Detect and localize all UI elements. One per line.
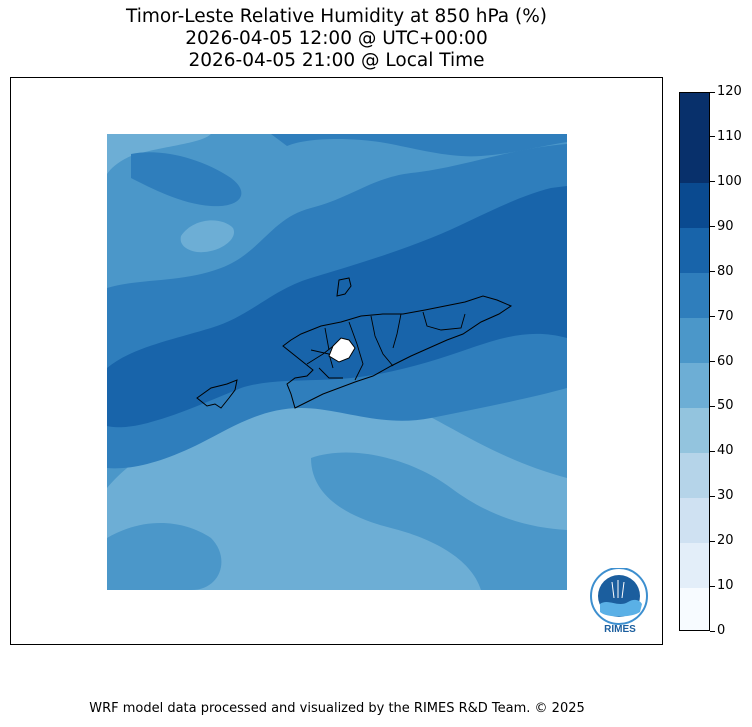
colorbar-segment [680,407,709,453]
colorbar-tick [710,91,715,93]
colorbar [679,92,710,631]
colorbar-tick-label: 70 [717,308,734,324]
colorbar-tick-label: 30 [717,488,734,504]
atauro-island [336,277,352,297]
colorbar-tick [710,585,715,587]
colorbar-tick-label: 40 [717,443,734,459]
colorbar-tick [710,361,715,362]
colorbar-tick-label: 60 [717,353,734,369]
field-band-60-70-southwest [107,523,222,590]
title-line-3: 2026-04-05 21:00 @ Local Time [188,50,485,71]
colorbar-tick-label: 10 [717,578,734,594]
colorbar-tick-label: 100 [717,173,742,189]
colorbar-segment [680,137,709,184]
title-line-2: 2026-04-05 12:00 @ UTC+00:00 [185,28,488,49]
map-panel[interactable] [10,77,663,645]
colorbar-tick-label: 0 [717,623,726,638]
colorbar-segment [680,497,709,543]
credit-footer: WRF model data processed and visualized … [89,701,585,716]
colorbar-tick [710,630,715,632]
colorbar-tick [710,271,715,273]
title-line-1: Timor-Leste Relative Humidity at 850 hPa… [125,6,548,27]
colorbar-segment [680,317,709,364]
logo-text: RIMES [604,624,636,635]
colorbar-tick [710,226,715,228]
colorbar-segment [680,93,709,139]
colorbar-tick-label: 20 [717,533,734,549]
colorbar-tick [710,181,715,183]
colorbar-segment [680,182,709,229]
colorbar-segment [680,362,709,409]
colorbar-segment [680,542,709,588]
field-band-80-90-north [271,134,567,157]
colorbar-segment [680,272,709,319]
colorbar-tick-label: 50 [717,398,734,414]
colorbar-tick [710,450,715,452]
oecusse-enclave [196,379,238,409]
colorbar-tick [710,405,715,407]
country-boundaries [196,277,513,409]
colorbar-tick [710,495,715,497]
colorbar-segment [680,452,709,498]
colorbar-tick [710,136,715,138]
colorbar-tick-label: 90 [717,218,734,234]
map-title: Timor-Leste Relative Humidity at 850 hPa… [10,6,663,72]
colorbar-tick [710,540,715,542]
humidity-field [107,134,567,590]
colorbar-segment [680,227,709,274]
timor-leste-mainland [282,295,513,409]
district-boundaries [306,311,466,381]
colorbar-tick-label: 110 [717,128,742,144]
field-band-60-70-north [107,134,211,174]
colorbar-segment [680,587,709,630]
field-band-60-70-island [180,220,235,253]
dili-area [328,337,356,363]
colorbar-tick-label: 80 [717,263,734,279]
rimes-logo: RIMES [590,568,648,635]
colorbar-tick [710,316,715,318]
field-band-90-100 [107,186,567,428]
field-band-70-80-south [311,452,567,590]
colorbar-tick-label: 120 [717,84,742,99]
field-band-80-90-northwest [131,152,242,207]
